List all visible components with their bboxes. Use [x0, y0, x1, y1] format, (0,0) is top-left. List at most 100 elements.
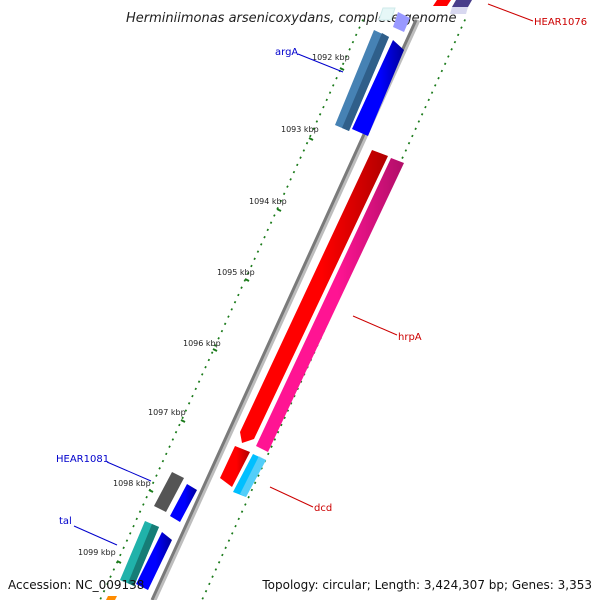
minor-tick — [231, 532, 234, 535]
minor-tick — [411, 134, 414, 138]
tick-labels: 1092 kbp 1093 kbp 1094 kbp 1095 kbp 1096… — [78, 53, 350, 557]
minor-tick — [109, 575, 112, 578]
minor-tick — [201, 373, 204, 376]
minor-tick — [119, 553, 122, 557]
minor-tick — [460, 26, 463, 29]
minor-tick — [279, 199, 283, 203]
minor-tick — [302, 149, 306, 152]
minor-tick — [214, 568, 218, 571]
minor-tick — [266, 228, 269, 232]
minor-tick — [168, 445, 171, 448]
gene-top-blue[interactable] — [393, 12, 410, 32]
minor-tick — [263, 235, 266, 239]
minor-tick — [129, 532, 132, 535]
tick-label-1093: 1093 kbp — [281, 125, 319, 134]
minor-tick — [318, 113, 322, 116]
gene-bottom-orange[interactable] — [106, 596, 117, 600]
minor-tick — [286, 185, 289, 188]
minor-tick — [237, 517, 240, 521]
minor-tick — [220, 329, 224, 333]
minor-tick — [233, 300, 237, 304]
minor-tick — [227, 315, 230, 318]
minor-tick — [434, 84, 437, 87]
minor-tick — [358, 26, 361, 29]
minor-tick — [280, 423, 283, 427]
minor-tick — [341, 62, 345, 66]
tick-label-1095: 1095 kbp — [217, 268, 255, 277]
minor-tick — [315, 120, 319, 123]
minor-tick — [309, 134, 312, 138]
minor-tick — [223, 322, 227, 326]
minor-tick — [450, 48, 453, 51]
label-tal[interactable]: tal — [59, 516, 72, 527]
gene-red-long[interactable] — [240, 150, 388, 443]
minor-tick — [253, 257, 256, 261]
minor-tick — [312, 127, 315, 131]
minor-tick — [178, 423, 181, 427]
minor-tick — [325, 98, 328, 102]
tick-label-1094: 1094 kbp — [249, 197, 287, 206]
hrpA-leader — [352, 315, 398, 336]
minor-tick — [197, 380, 201, 383]
argA-leader — [297, 53, 344, 73]
minor-tick — [138, 510, 142, 513]
minor-tick — [424, 105, 427, 109]
label-dcd[interactable]: dcd — [314, 503, 332, 514]
minor-tick — [204, 589, 208, 593]
minor-tick — [253, 481, 257, 485]
minor-tick — [132, 524, 135, 528]
tick-label-1098: 1098 kbp — [113, 479, 151, 488]
gene-red-small[interactable] — [220, 446, 250, 487]
minor-tick — [257, 474, 260, 477]
gene-argA-partner[interactable] — [352, 40, 404, 136]
minor-tick — [165, 452, 168, 456]
gene-top-faint — [378, 7, 396, 21]
minor-tick — [240, 510, 244, 513]
gene-hear1081-partner[interactable] — [170, 484, 197, 522]
minor-tick — [440, 69, 444, 73]
HEAR1076-leader — [487, 3, 534, 22]
minor-tick — [276, 430, 280, 434]
minor-tick — [332, 84, 335, 87]
minor-tick — [125, 539, 129, 542]
minor-tick — [204, 365, 207, 369]
minor-tick — [348, 48, 351, 51]
gene-top-red[interactable] — [433, 0, 451, 6]
minor-tick — [247, 495, 250, 499]
label-hrpA[interactable]: hrpA — [398, 332, 422, 343]
gene-tal-partner[interactable] — [136, 532, 172, 590]
minor-tick — [217, 561, 221, 564]
tal-leader — [73, 525, 118, 546]
minor-tick — [240, 286, 243, 289]
minor-tick — [99, 597, 102, 600]
minor-tick — [328, 91, 332, 94]
minor-tick — [145, 495, 148, 499]
minor-tick — [115, 561, 119, 564]
label-HEAR1081[interactable]: HEAR1081 — [56, 454, 109, 465]
minor-tick — [250, 488, 254, 492]
minor-tick — [292, 170, 296, 174]
gene-hrpA[interactable] — [256, 158, 404, 452]
minor-tick — [158, 467, 161, 470]
HEAR1081-leader — [106, 461, 152, 482]
minor-tick — [404, 149, 408, 152]
minor-tick — [430, 91, 434, 94]
minor-tick — [142, 503, 145, 506]
minor-tick — [273, 214, 276, 217]
tick-label-1097: 1097 kbp — [148, 408, 186, 417]
minor-tick — [420, 113, 424, 116]
minor-tick — [102, 589, 106, 593]
minor-tick — [230, 308, 233, 311]
minor-tick — [407, 141, 411, 145]
tick-label-1099: 1099 kbp — [78, 548, 116, 557]
minor-tick — [181, 416, 184, 420]
minor-tick — [260, 243, 263, 246]
minor-tick — [194, 387, 197, 391]
minor-tick — [151, 481, 155, 485]
gene-hear1076[interactable] — [452, 0, 472, 7]
gene-hear1081[interactable] — [154, 472, 184, 512]
label-argA[interactable]: argA — [275, 47, 298, 58]
minor-tick — [250, 264, 253, 268]
label-HEAR1076[interactable]: HEAR1076 — [534, 17, 587, 28]
